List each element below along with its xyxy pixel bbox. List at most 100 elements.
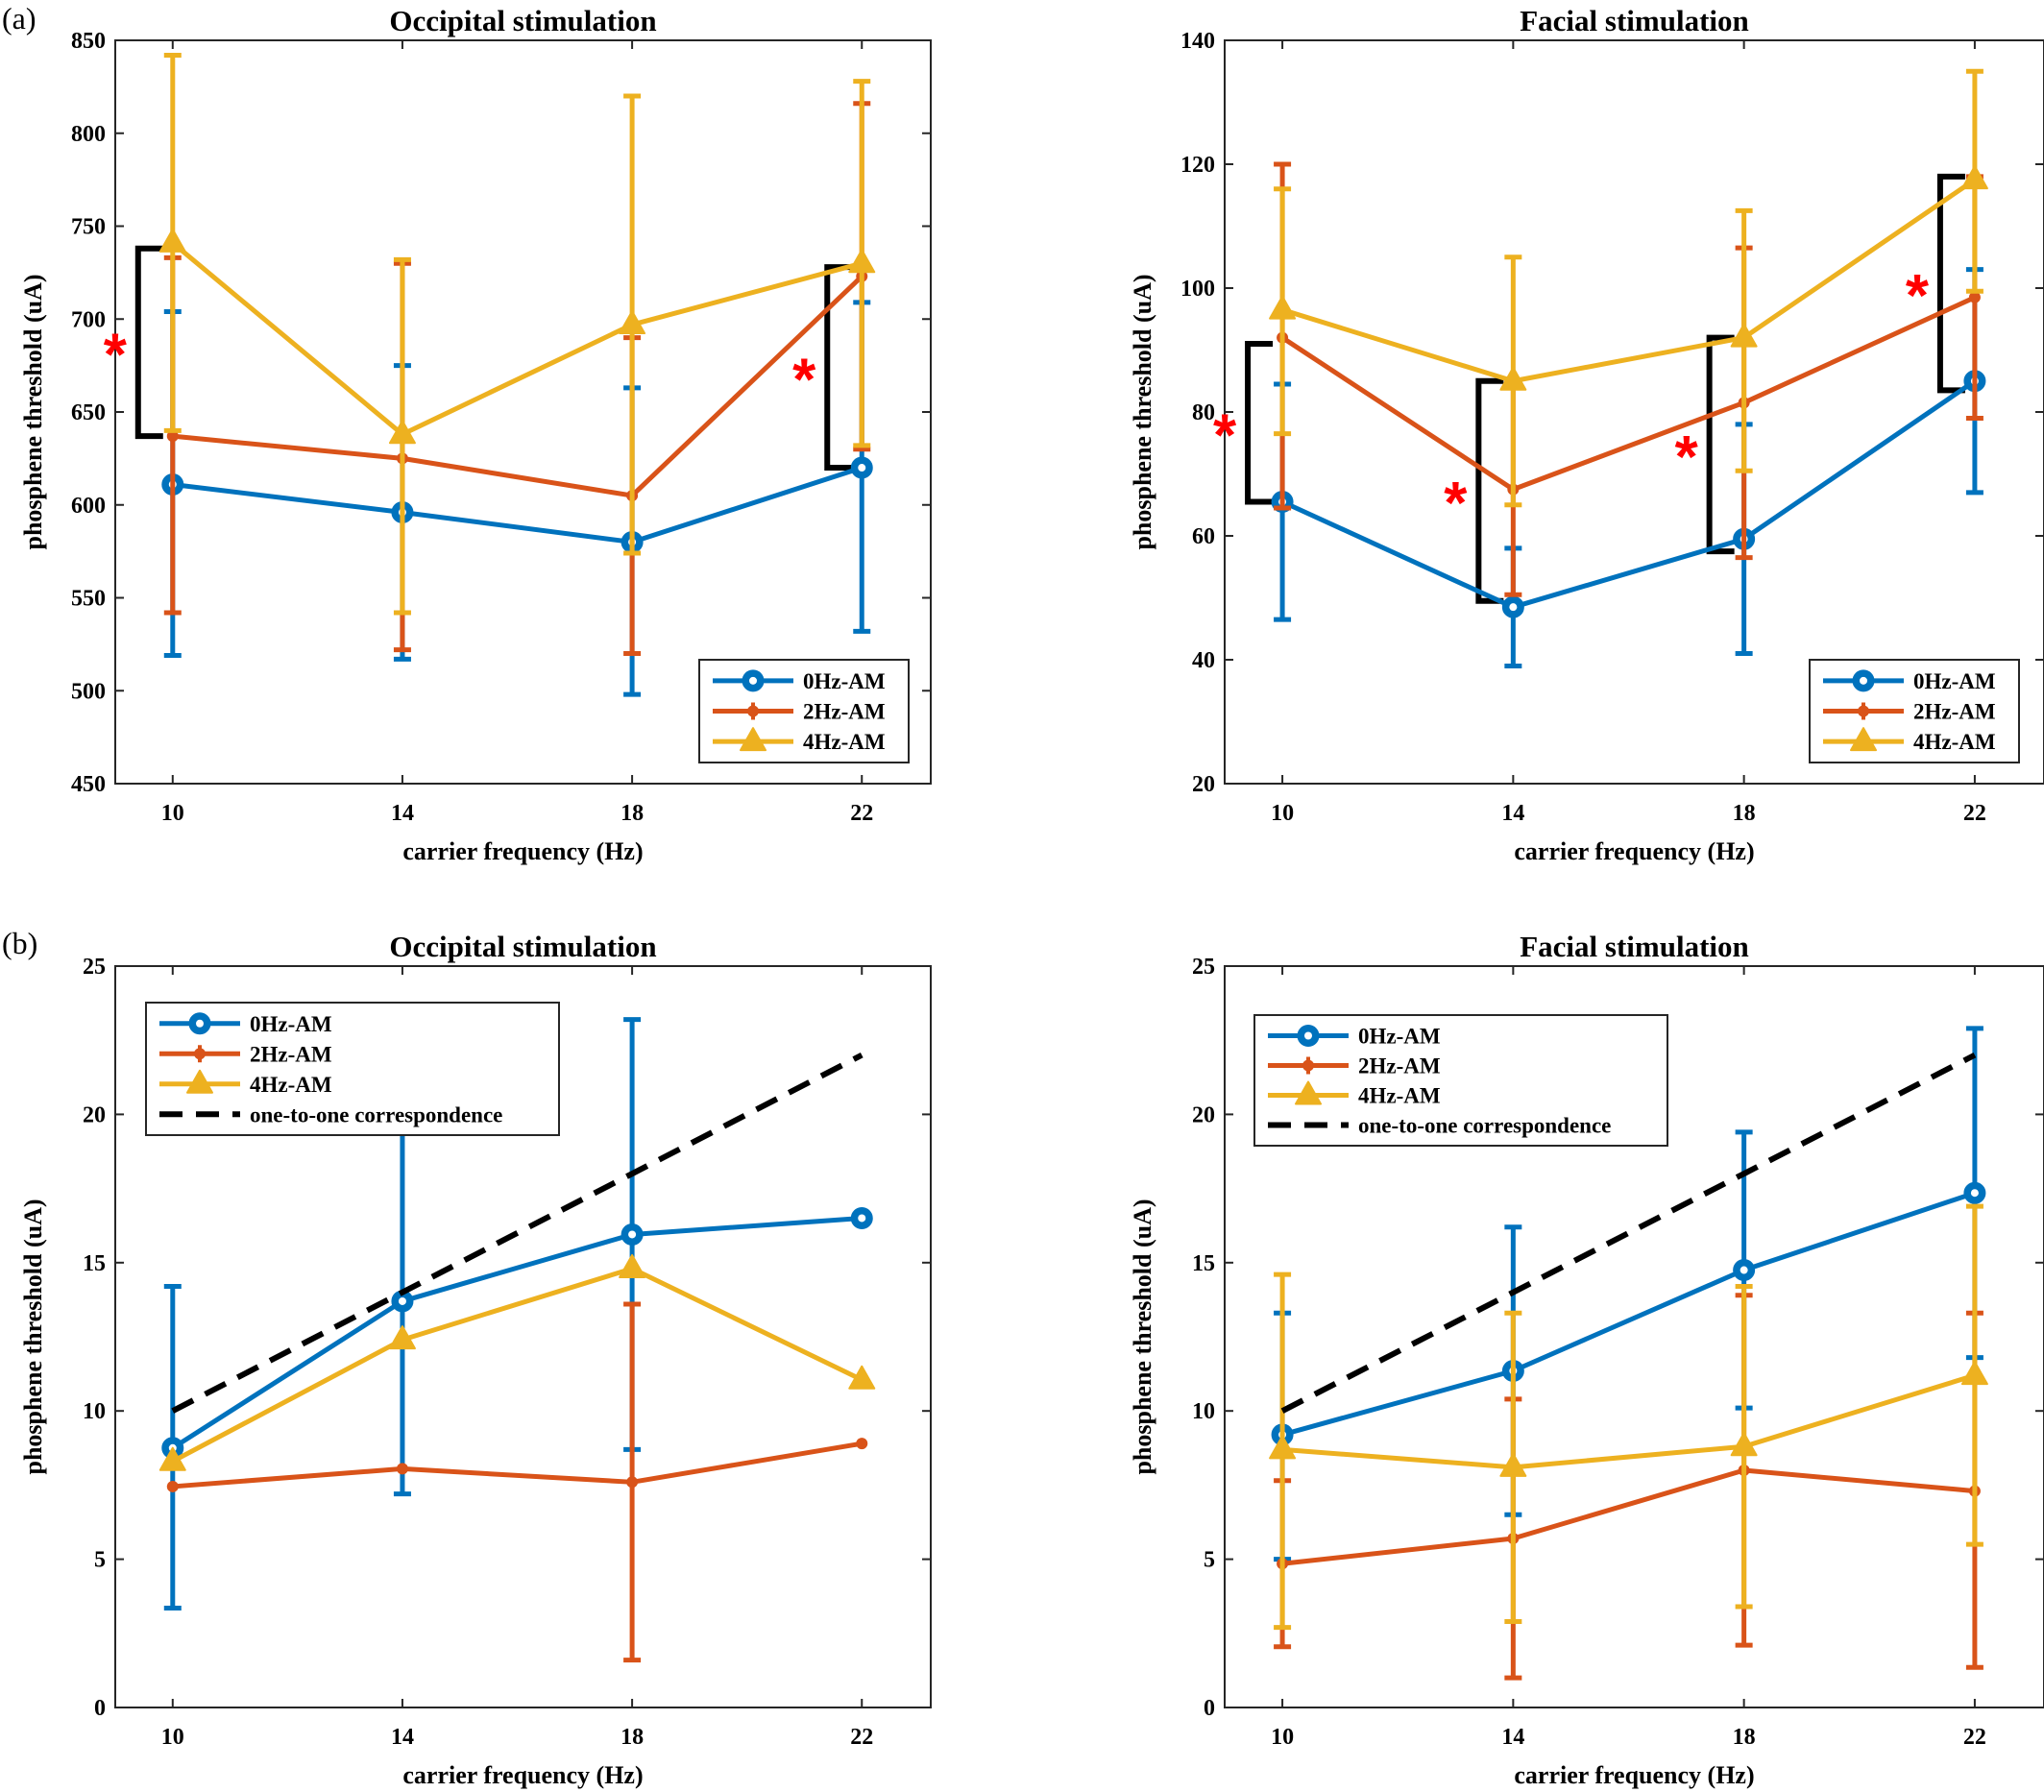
- series-line: [171, 1266, 864, 1464]
- data-point: [1960, 165, 1988, 190]
- y-tick-label: 20: [1192, 1102, 1215, 1127]
- x-tick-label: 10: [1271, 801, 1294, 826]
- y-tick-label: 15: [83, 1251, 106, 1276]
- data-point-center: [628, 1230, 637, 1239]
- legend-marker: [186, 1069, 213, 1094]
- legend-label: 0Hz-AM: [1358, 1025, 1441, 1049]
- data-point-center: [1509, 603, 1518, 612]
- legend-label: 0Hz-AM: [250, 1012, 332, 1036]
- legend-label: 2Hz-AM: [1358, 1054, 1441, 1078]
- x-tick-label: 22: [850, 1725, 873, 1750]
- panel-label-a: (a): [2, 1, 36, 36]
- y-tick-label: 10: [83, 1399, 106, 1424]
- x-tick-label: 14: [1501, 801, 1524, 826]
- y-tick-label: 5: [94, 1548, 106, 1573]
- significance-bracket: [1936, 173, 1965, 394]
- significance-star: *: [1444, 471, 1468, 537]
- series-4hz-am: [1269, 68, 1988, 508]
- legend-marker: [740, 727, 766, 752]
- legend-label: 0Hz-AM: [803, 669, 886, 693]
- data-point: [1269, 295, 1297, 320]
- legend-label: one-to-one correspondence: [1358, 1114, 1611, 1138]
- chart-title: Occipital stimulation: [389, 930, 656, 963]
- y-tick-label: 500: [71, 679, 106, 704]
- legend-label: 4Hz-AM: [1358, 1084, 1441, 1108]
- x-tick-label: 10: [1271, 1725, 1294, 1750]
- significance-star: *: [792, 348, 816, 414]
- chart-title: Occipital stimulation: [389, 4, 656, 37]
- data-point: [396, 1463, 408, 1475]
- legend: 0Hz-AM 2Hz-AM 4Hz-AM: [1809, 659, 2020, 763]
- series-line: [1280, 295, 1976, 493]
- data-point: [1960, 1361, 1988, 1386]
- data-point-center: [858, 1214, 866, 1223]
- y-axis-label: phosphene threshold (uA): [1129, 274, 1156, 549]
- significance-bracket: [1706, 334, 1735, 555]
- chart-title: Facial stimulation: [1520, 4, 1749, 37]
- data-point-center: [398, 1296, 406, 1305]
- x-tick-label: 22: [1963, 1725, 1986, 1750]
- y-tick-label: 25: [83, 955, 106, 980]
- series-line: [1281, 1372, 1976, 1470]
- series-line: [171, 1215, 863, 1450]
- y-tick-label: 40: [1192, 648, 1215, 673]
- legend-marker: [1858, 705, 1869, 717]
- data-point: [1730, 323, 1758, 348]
- significance-star: *: [1213, 402, 1237, 469]
- legend-label: 2Hz-AM: [803, 700, 886, 724]
- data-point: [158, 1446, 186, 1471]
- data-point: [1499, 366, 1527, 391]
- series-line: [1281, 1467, 1976, 1566]
- axes-frame: [114, 965, 932, 1708]
- legend-label: 2Hz-AM: [1913, 700, 1996, 724]
- series-2hz-am: [1274, 1293, 1983, 1681]
- data-point: [848, 249, 876, 274]
- data-point: [1499, 1452, 1527, 1477]
- data-point: [1730, 1432, 1758, 1457]
- y-tick-label: 60: [1192, 524, 1215, 549]
- x-tick-label: 14: [1501, 1725, 1524, 1750]
- x-axis-label: carrier frequency (Hz): [1514, 837, 1754, 865]
- y-axis-label: phosphene threshold (uA): [19, 274, 47, 549]
- chart-3: 0 5 10 15 20 25 10 14 18 22 Occipital stimulation c…: [19, 930, 932, 1789]
- series-4hz-am: [1269, 1203, 1988, 1631]
- panel-label-b: (b): [2, 926, 37, 960]
- y-tick-label: 20: [83, 1102, 106, 1127]
- y-tick-label: 700: [71, 307, 106, 332]
- series-4hz-am: [158, 52, 876, 616]
- y-tick-label: 15: [1192, 1251, 1215, 1276]
- series-2hz-am: [166, 1301, 868, 1663]
- y-tick-label: 25: [1192, 955, 1215, 980]
- series-4hz-am: [158, 1253, 876, 1471]
- data-point: [619, 1253, 646, 1278]
- series-line: [1280, 1052, 1977, 1414]
- series-2hz-am: [1274, 161, 1983, 597]
- legend-label: 4Hz-AM: [1913, 730, 1996, 754]
- x-tick-label: 18: [620, 1725, 644, 1750]
- series-one-to-one-correspondence: [1280, 1052, 1977, 1414]
- data-point: [1269, 1435, 1297, 1460]
- series-line: [171, 1052, 864, 1414]
- y-tick-label: 80: [1192, 400, 1215, 425]
- data-point-center: [1740, 1266, 1748, 1274]
- data-point-center: [1970, 1189, 1979, 1198]
- series-0hz-am: [1271, 267, 1986, 668]
- chart-1: 450 500 550 600 650 700 750 800 850 10 14 18 22 Occip…: [19, 4, 932, 865]
- significance-star: *: [1675, 424, 1699, 491]
- x-tick-label: 22: [850, 801, 873, 826]
- legend-marker-center: [1860, 676, 1867, 685]
- legend-label: one-to-one correspondence: [250, 1102, 502, 1126]
- data-point: [388, 420, 416, 445]
- x-tick-label: 18: [1733, 801, 1756, 826]
- y-tick-label: 20: [1192, 772, 1215, 797]
- series-line: [1281, 1190, 1976, 1438]
- x-tick-label: 22: [1963, 801, 1986, 826]
- y-tick-label: 600: [71, 494, 106, 519]
- legend-marker-center: [196, 1019, 204, 1028]
- y-tick-label: 850: [71, 29, 106, 54]
- y-tick-label: 650: [71, 400, 106, 425]
- legend-label: 0Hz-AM: [1913, 669, 1996, 693]
- series-line: [172, 274, 864, 498]
